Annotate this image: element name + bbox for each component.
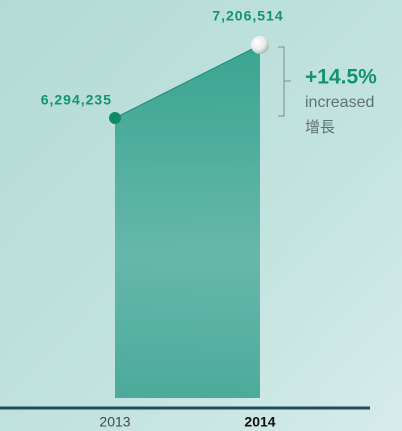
chart: 6,294,235 7,206,514 +14.5% increased 增長 2… — [0, 0, 402, 431]
point — [251, 36, 269, 54]
change-text-zh: 增長 — [305, 119, 335, 136]
point — [109, 112, 121, 124]
value-label: 7,206,514 — [212, 8, 283, 24]
change-label: +14.5% — [305, 66, 377, 89]
change-text: increased — [305, 94, 374, 111]
value-label: 6,294,235 — [41, 92, 112, 108]
x-tick-label: 2014 — [244, 414, 275, 430]
x-tick-label: 2013 — [99, 414, 130, 430]
